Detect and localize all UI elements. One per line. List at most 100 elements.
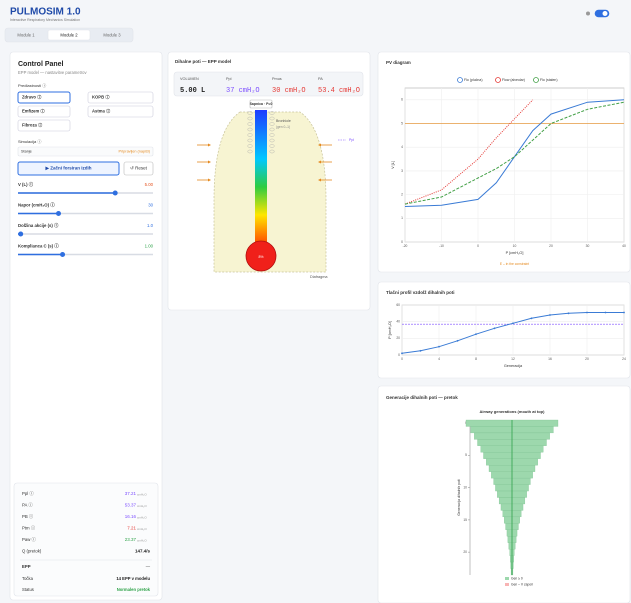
y-axis-label: Generacija dihalnih poti	[457, 479, 461, 516]
legend-swatch	[505, 583, 509, 586]
label: 1.0	[147, 223, 154, 228]
label: 53.37	[125, 503, 137, 508]
point	[604, 311, 607, 314]
preset-label[interactable]: Zdravo ⓘ	[22, 94, 42, 101]
label: 30	[148, 203, 153, 208]
legend-label: Flo (stalen)	[540, 78, 558, 82]
label: Normalen pretok	[117, 587, 151, 592]
start-label[interactable]: ▶ Začni forsiran izdih	[45, 166, 92, 171]
stats-box	[13, 482, 159, 597]
bronchiole	[247, 116, 253, 121]
bronchiole	[247, 149, 253, 154]
bronchiole	[247, 138, 253, 143]
label: 1.00	[145, 244, 154, 249]
preset-button[interactable]	[87, 105, 154, 118]
slider-thumb[interactable]	[60, 252, 66, 257]
bronchiole	[269, 116, 275, 121]
chart-title: Tlačni profil vzdolž dihalnih poti	[386, 290, 455, 295]
point	[401, 352, 403, 355]
annotation: E – in the constraint	[500, 262, 529, 266]
label: 37 cmH₂O	[226, 87, 260, 95]
preset-label[interactable]: KOPB ⓘ	[92, 94, 110, 101]
label: Pmus	[272, 77, 282, 81]
label: EPP	[22, 564, 31, 569]
point	[475, 333, 477, 336]
bronchiole	[247, 127, 253, 132]
label: Predlastnosti ⓘ	[18, 82, 46, 88]
tab[interactable]: Module 3	[103, 33, 121, 38]
bronchiole	[247, 144, 253, 148]
preset-label[interactable]: Emfizem ⓘ	[22, 108, 45, 115]
bronchiole	[269, 149, 275, 154]
y-tick-label: 3	[401, 169, 403, 173]
label: Ppl	[349, 138, 354, 142]
preset-label[interactable]: Fibroza ⓘ	[22, 122, 43, 129]
x-tick-label: 40	[622, 244, 626, 248]
arrow-head	[318, 178, 321, 182]
app-subtitle: Interactive Respiratory Mechanics Simula…	[10, 18, 80, 22]
preset-button[interactable]	[17, 119, 71, 132]
bronchiole	[269, 127, 275, 132]
label: EPP model — nastavitve parametrov	[18, 70, 87, 75]
label: cmH₂O	[137, 515, 147, 519]
x-tick-label: 8	[475, 357, 477, 361]
x-tick-label: 20	[585, 357, 589, 361]
label: PB ⓘ	[22, 513, 34, 520]
preset-label[interactable]: Astma ⓘ	[92, 108, 111, 115]
legend-label: Gen – V zapori	[511, 582, 533, 586]
preset-button[interactable]	[17, 105, 71, 118]
panel-title: Dihalne poti — EPP model	[175, 59, 231, 64]
label: PA ⓘ	[22, 502, 33, 509]
preset-button[interactable]	[17, 91, 71, 104]
point	[419, 349, 422, 352]
panel-title: Control Panel	[18, 61, 64, 68]
y-tick-label: 5	[465, 453, 467, 457]
label: Ppl	[226, 77, 232, 81]
bronchiole	[269, 111, 275, 115]
x-axis-label: Generacija	[504, 364, 523, 368]
label: 30 cmH₂O	[272, 87, 306, 95]
start-button[interactable]	[17, 161, 120, 176]
label: VOLUMEN	[180, 77, 199, 81]
label: 37.21	[125, 491, 137, 496]
label: 5.00	[145, 182, 154, 187]
tab[interactable]: Module 2	[60, 33, 78, 38]
tab[interactable]: Module 1	[17, 33, 35, 38]
state-box	[17, 146, 154, 157]
label: 5.00 L	[180, 87, 205, 95]
bronchiole	[247, 111, 253, 115]
chart-subtitle: Airway generations (mouth at top)	[480, 409, 546, 414]
x-tick-label: 0	[401, 357, 403, 361]
settings-icon[interactable]	[586, 11, 590, 16]
bronchiole	[269, 144, 275, 148]
y-tick-label: 0	[401, 240, 403, 244]
slider-thumb[interactable]	[112, 190, 118, 196]
y-tick-label: 6	[401, 98, 403, 102]
y-tick-label: 40	[396, 320, 400, 324]
y-tick-label: 20	[396, 336, 400, 340]
legend-swatch	[505, 577, 509, 580]
series-line	[404, 101, 625, 205]
slider-thumb[interactable]	[18, 231, 24, 237]
slider-thumb[interactable]	[56, 211, 61, 216]
legend-label: Gen ≥ 0	[511, 576, 523, 580]
active-tab[interactable]	[47, 29, 91, 41]
preset-button[interactable]	[87, 91, 154, 104]
y-tick-label: 15	[463, 518, 467, 522]
x-tick-label: 30	[586, 244, 590, 248]
y-axis-label: P [cmH₂O]	[388, 321, 392, 339]
y-axis-label: V [L]	[391, 161, 395, 169]
y-tick-label: 60	[396, 303, 400, 307]
reset-label[interactable]: ↺ Reset	[130, 166, 148, 171]
point	[530, 317, 533, 320]
label: Diafragma	[310, 275, 328, 279]
bronchiole	[247, 122, 253, 126]
reset-button[interactable]	[123, 161, 154, 176]
chart-title: Generacije dihalnih poti — pretok	[386, 395, 458, 400]
series-line	[404, 99, 625, 207]
x-tick-label: 10	[513, 244, 517, 248]
point	[456, 339, 459, 342]
point	[567, 312, 570, 315]
label: Simulacija ⓘ	[18, 138, 41, 144]
alveolus	[245, 240, 277, 272]
